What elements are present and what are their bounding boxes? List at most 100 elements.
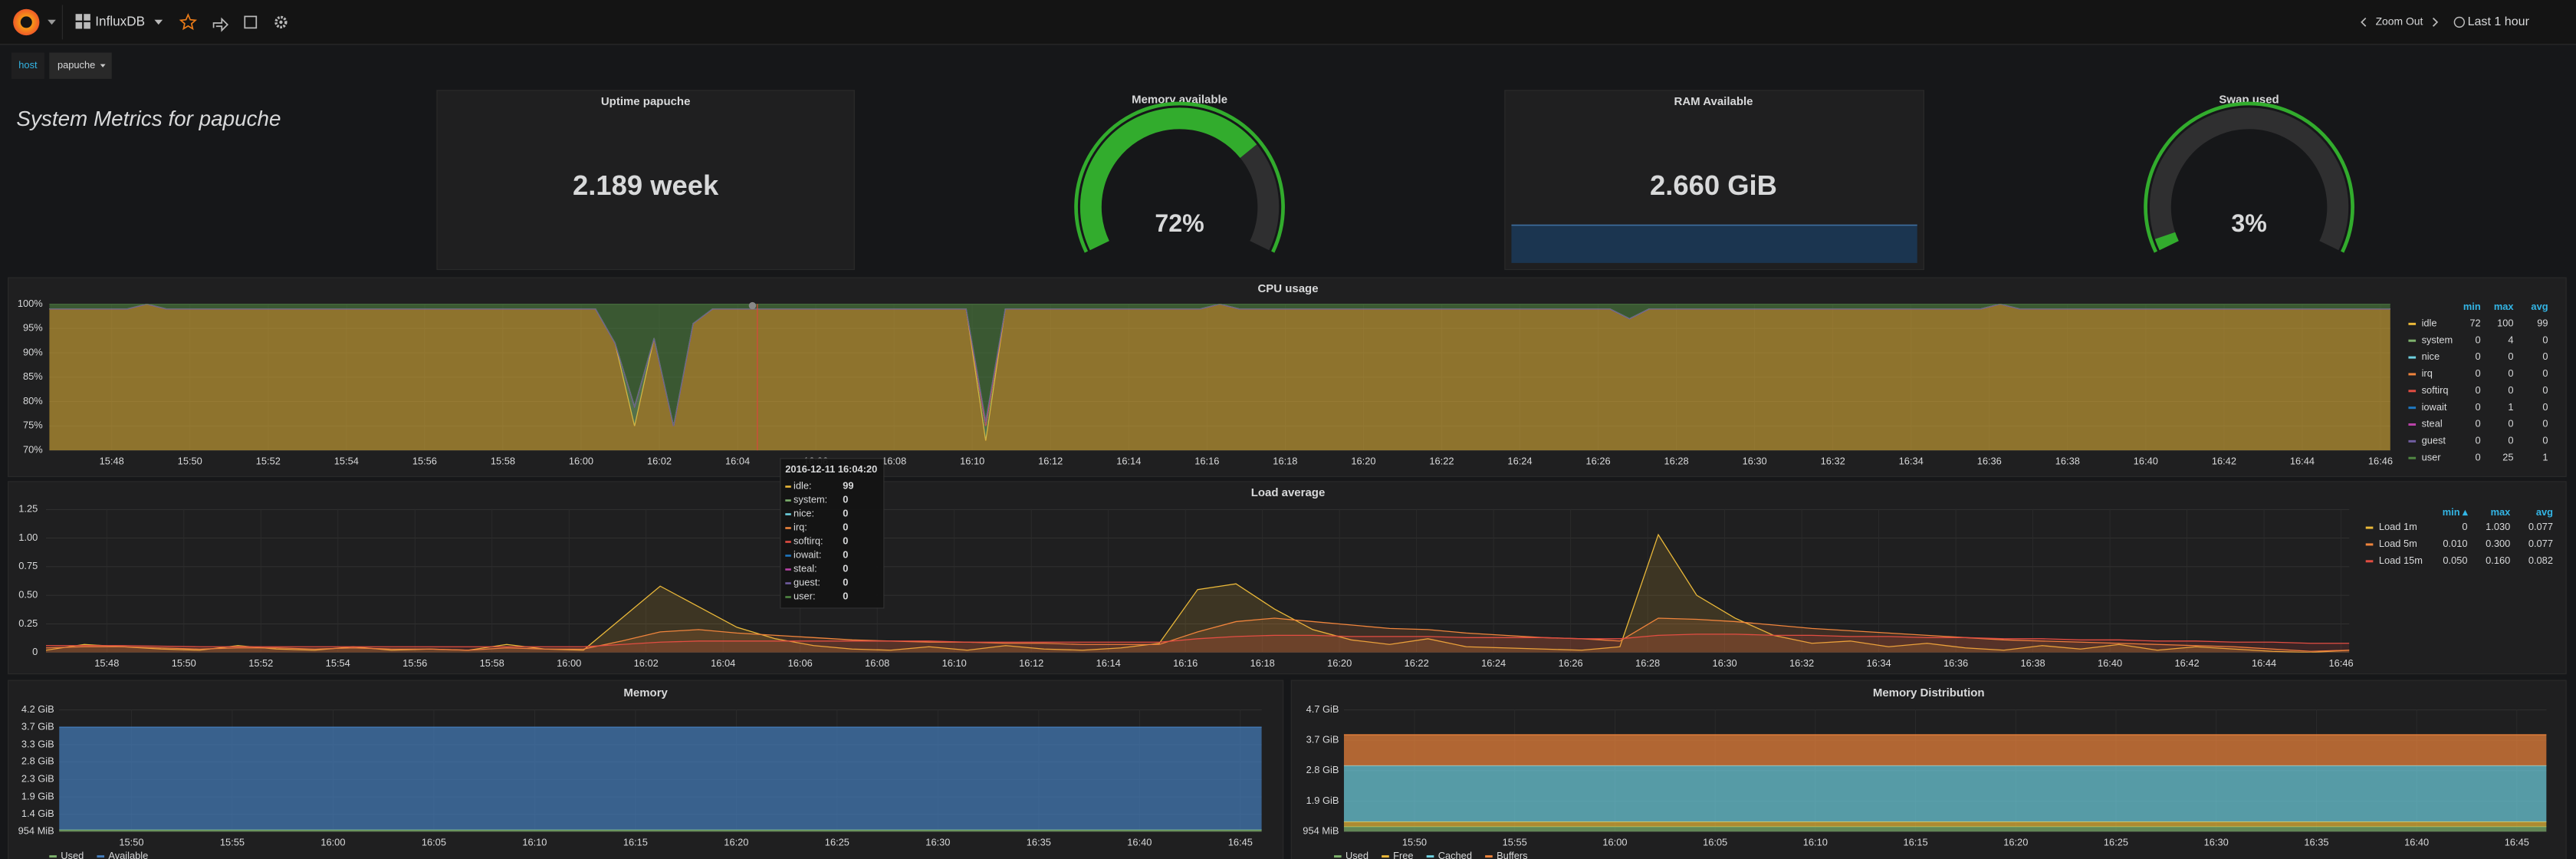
x-tick-label: 16:35 [1027, 837, 1051, 848]
gauge-label: 72% [1155, 209, 1204, 237]
legend-header: avg [2531, 301, 2548, 312]
legend-header: min [2463, 301, 2481, 312]
dashboard-name[interactable]: InfluxDB [95, 13, 145, 28]
legend-label[interactable]: system [2422, 334, 2453, 345]
x-tick-label: 16:25 [2104, 837, 2128, 848]
legend-label[interactable]: irq [2422, 367, 2433, 379]
y-tick-label: 3.3 GiB [21, 738, 54, 749]
legend-value: 0 [2476, 418, 2481, 430]
area-fill [49, 304, 2390, 451]
x-tick-label: 16:12 [1019, 657, 1043, 669]
x-tick-label: 16:42 [2175, 657, 2200, 669]
x-tick-label: 16:08 [865, 657, 889, 669]
x-tick-label: 16:16 [1194, 456, 1219, 467]
legend-value: 0.082 [2528, 555, 2553, 566]
variable-select[interactable] [49, 52, 112, 79]
legend-label[interactable]: Load 1m [2379, 521, 2417, 532]
legend-label[interactable]: idle [2422, 318, 2437, 329]
legend-value: 0 [2542, 384, 2548, 396]
legend-swatch [2408, 322, 2417, 325]
tooltip-label: nice: [794, 508, 814, 519]
legend-header: avg [2536, 506, 2553, 518]
x-tick-label: 16:04 [711, 657, 735, 669]
legend-swatch [1334, 855, 1342, 858]
dashboard-picker[interactable]: InfluxDB [75, 13, 163, 29]
x-tick-label: 16:16 [1173, 657, 1198, 669]
legend-label[interactable]: nice [2422, 351, 2440, 362]
panel-title[interactable]: Memory available [1132, 94, 1227, 107]
graph: Memory 954 MiB 1.4 GiB 1.9 GiB 2.3 GiB 2.8 Gi… [18, 686, 1262, 859]
tooltip-value: 0 [843, 549, 848, 561]
share-button[interactable] [212, 17, 228, 32]
legend-swatch [2408, 423, 2417, 426]
legend-value: 0 [2476, 351, 2481, 362]
area-fill [46, 617, 2350, 653]
tooltip-swatch [785, 527, 791, 529]
area-fill [59, 727, 1262, 830]
y-tick-label: 2.8 GiB [1306, 764, 1339, 775]
y-tick-label: 70% [23, 444, 43, 456]
save-button[interactable] [244, 15, 258, 29]
variable-value[interactable]: papuche [58, 59, 95, 71]
x-tick-label: 16:45 [1228, 837, 1253, 848]
settings-button[interactable] [274, 15, 288, 29]
grafana-logo[interactable] [13, 8, 56, 36]
x-tick-label: 15:55 [220, 837, 245, 848]
y-tick-label: 85% [23, 370, 43, 382]
tooltip-value: 0 [843, 577, 848, 588]
legend-value: 0 [2542, 351, 2548, 362]
x-tick-label: 15:50 [1402, 837, 1427, 848]
legend-value: 0 [2476, 401, 2481, 413]
panel-title[interactable]: RAM Available [1674, 95, 1753, 108]
area-fill [1343, 826, 2547, 832]
variable-label-bg [12, 52, 44, 79]
x-tick-label: 16:04 [725, 456, 750, 467]
legend-label: Available [108, 850, 148, 859]
x-tick-label: 16:40 [2134, 456, 2158, 467]
gauge-threshold [2144, 101, 2354, 253]
legend-label[interactable]: guest [2422, 435, 2446, 446]
legend-swatch [2408, 339, 2417, 342]
x-tick-label: 16:24 [1481, 657, 1506, 669]
legend-label[interactable]: softirq [2422, 384, 2449, 396]
legend-label: Cached [1438, 850, 1472, 859]
x-tick-label: 16:20 [1351, 456, 1375, 467]
legend-label[interactable]: steal [2422, 418, 2443, 430]
x-tick-label: 16:44 [2290, 456, 2315, 467]
area-fill [46, 535, 2350, 653]
series-line [46, 634, 2350, 647]
plot [46, 533, 2350, 653]
legend-value: 0 [2476, 384, 2481, 396]
legend-label[interactable]: Load 5m [2379, 538, 2417, 549]
tooltip-time: 2016-12-11 16:04:20 [785, 463, 877, 475]
stat-value: 2.660 GiB [1650, 169, 1777, 201]
series-line [49, 304, 2390, 426]
legend-label[interactable]: Load 15m [2379, 555, 2423, 566]
y-tick-label: 1.9 GiB [21, 790, 54, 801]
legend-label[interactable]: user [2422, 451, 2442, 462]
tooltip-swatch [785, 568, 791, 571]
gauge-threshold [1074, 101, 1285, 253]
legend-swatch [97, 855, 105, 858]
legend-label[interactable]: iowait [2422, 401, 2447, 413]
time-range[interactable]: Last 1 hour [2468, 15, 2530, 28]
legend-value: 0 [2542, 418, 2548, 430]
panel-title[interactable]: Uptime papuche [601, 95, 691, 108]
y-tick-label: 2.3 GiB [21, 773, 54, 785]
legend-swatch [2408, 456, 2417, 459]
x-tick-label: 15:56 [402, 657, 427, 669]
star-button[interactable] [179, 13, 198, 31]
tooltip-label: irq: [794, 522, 807, 533]
legend-swatch [2408, 356, 2417, 359]
x-tick-label: 16:30 [1713, 657, 1737, 669]
legend-value: 0 [2476, 334, 2481, 345]
charts: 72% 3% CPU usage 70% 75% 80% 85% 90% 95% 100% 15:4… [18, 101, 2553, 859]
x-tick-label: 16:26 [1559, 657, 1583, 669]
legend-value: 0.300 [2486, 538, 2510, 549]
graph: CPU usage 70% 75% 80% 85% 90% 95% 100% 15:48 15:5… [18, 282, 2548, 467]
zoom-out[interactable]: Zoom Out [2376, 15, 2423, 28]
x-tick-label: 15:50 [119, 837, 143, 848]
area-fill [49, 304, 2390, 426]
y-tick-label: 100% [18, 298, 43, 309]
tooltip-value: 0 [843, 494, 848, 505]
